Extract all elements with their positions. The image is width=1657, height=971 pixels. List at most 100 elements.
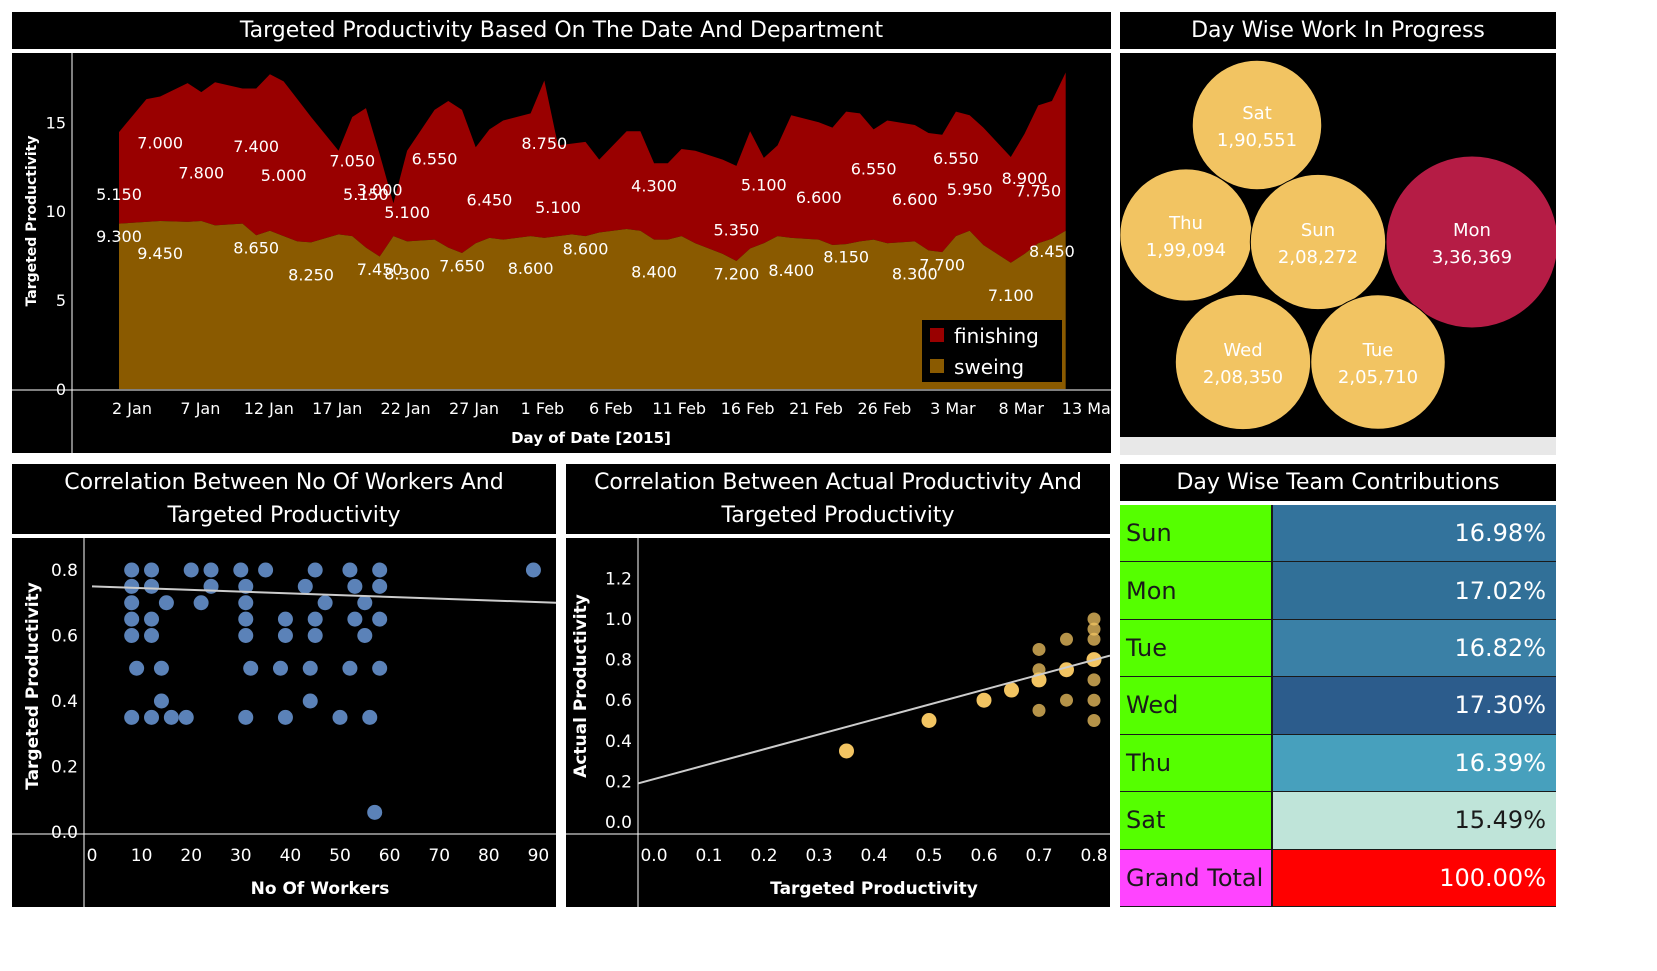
y-axis-title: Actual Productivity (571, 594, 591, 778)
x-tick-label: 11 Feb (652, 399, 706, 418)
x-tick-label: 10 (131, 846, 153, 866)
table-value-cell: 16.98% (1271, 505, 1556, 563)
scatter-actual-panel: 0.0 0.2 0.4 0.6 0.8 1.0 1.2 0.0 0.1 0.2 0.3 0.4 0.5 0… (566, 538, 1111, 907)
scatter-actual-title: Correlation Between Actual Productivity … (566, 464, 1110, 534)
x-tick-label: 60 (379, 846, 401, 866)
scatter-point (124, 709, 140, 725)
x-tick-label: 12 Jan (244, 399, 294, 418)
trend-line (91, 585, 557, 604)
scatter-point (203, 562, 219, 578)
bubble-label-value: 1,90,551 (1217, 130, 1297, 151)
y-tick-label: 0.2 (51, 758, 78, 778)
scatter-point (277, 628, 293, 643)
finishing-data-label: 5.150 (343, 185, 389, 204)
scatter-point (144, 611, 160, 627)
x-tick-label: 0.8 (1080, 846, 1107, 866)
scatter-point (1087, 622, 1101, 636)
finishing-data-label: 7.750 (1015, 181, 1061, 200)
finishing-data-label: 5.100 (535, 198, 581, 217)
y-tick-label: 0.2 (605, 772, 632, 792)
finishing-data-label: 5.950 (947, 180, 993, 199)
scatter-point (372, 578, 388, 594)
x-tick-label: 27 Jan (449, 399, 499, 418)
table-day-cell: Thu (1120, 734, 1271, 793)
sweing-data-label: 7.450 (357, 260, 403, 279)
table-value-cell: 15.49% (1271, 792, 1556, 850)
legend-box (922, 320, 1062, 382)
scatter-point (144, 628, 160, 643)
sweing-data-label: 8.150 (823, 248, 869, 267)
x-tick-label: 1 Feb (521, 399, 565, 418)
scatter-point (124, 578, 140, 594)
x-tick-label: 90 (528, 846, 550, 866)
finishing-data-label: 5.100 (384, 203, 430, 222)
table-day-cell: Sun (1120, 505, 1271, 563)
y-tick-label: 10 (46, 202, 66, 221)
finishing-data-label: 3.000 (357, 180, 403, 199)
x-tick-label: 21 Feb (789, 399, 843, 418)
legend-label-sweing: sweing (954, 355, 1024, 379)
scatter-point (144, 562, 160, 578)
scatter-point (1087, 673, 1101, 687)
scatter-point (1032, 703, 1046, 717)
finishing-area (119, 72, 1066, 263)
scatter-point (277, 611, 293, 627)
finishing-data-label: 5.150 (96, 185, 142, 204)
y-tick-label: 0.6 (51, 627, 78, 647)
bubble-label-value: 2,05,710 (1338, 367, 1418, 388)
y-tick-label: 15 (46, 113, 66, 132)
scatter-point (307, 628, 323, 643)
scatter-point (153, 693, 169, 709)
scatter-point (1060, 693, 1073, 707)
sweing-data-label: 8.400 (631, 263, 677, 282)
scatter-point (372, 660, 388, 676)
y-tick-label: 0.8 (51, 561, 78, 581)
scatter-workers-panel: 0.0 0.2 0.4 0.6 0.8 0 10 20 30 40 50 60 70 80 90 No Of … (12, 538, 557, 907)
scatter-point (272, 660, 288, 676)
x-axis-title: Day of Date [2015] (511, 429, 671, 447)
table-day-cell: Tue (1120, 619, 1271, 678)
scatter-workers-title-line1: Correlation Between No Of Workers And (64, 470, 504, 495)
legend-label-finishing: finishing (954, 324, 1039, 348)
sweing-data-label: 8.250 (288, 265, 334, 284)
scatter-point (243, 660, 259, 676)
sweing-area (119, 220, 1066, 389)
scatter-point (525, 562, 541, 578)
scatter-point (233, 562, 249, 578)
scatter-point (1004, 682, 1019, 698)
scatter-point (357, 595, 373, 611)
scatter-point (238, 578, 254, 594)
scatter-actual-chart: 0.0 0.2 0.4 0.6 0.8 1.0 1.2 0.0 0.1 0.2 0.3 0.4 0.5 0… (566, 538, 1111, 907)
finishing-data-label: 6.450 (467, 191, 513, 210)
scatter-point (921, 713, 937, 728)
x-tick-label: 8 Mar (998, 399, 1044, 418)
x-tick-label: 0.1 (695, 846, 722, 866)
y-tick-label: 1.2 (605, 569, 632, 589)
x-tick-label: 17 Jan (312, 399, 362, 418)
sweing-data-label: 7.100 (988, 286, 1034, 305)
finishing-data-label: 5.350 (713, 220, 759, 239)
finishing-data-label: 5.100 (741, 176, 787, 195)
scatter-point (342, 562, 358, 578)
bubble-mon (1385, 155, 1559, 329)
y-tick-label: 0 (56, 380, 66, 399)
scatter-point (357, 628, 373, 643)
scatter-point (1060, 632, 1073, 646)
scatter-point (307, 611, 323, 627)
table-day-cell: Wed (1120, 677, 1271, 735)
area-chart-panel: 0 5 10 15 Targeted Productivity 2 Jan 7 Jan 12 … (12, 53, 1118, 453)
scatter-point (193, 595, 209, 611)
scatter-point (302, 693, 318, 709)
bubble-chart: Sat 1,90,551 Thu 1,99,094 Sun 2,08,272 Mon 3,36… (1119, 59, 1559, 431)
table-value-cell: 16.82% (1271, 619, 1556, 678)
x-tick-label: 7 Jan (180, 399, 220, 418)
scatter-point (163, 709, 179, 725)
scatter-point (1032, 642, 1046, 656)
sweing-data-label: 7.200 (713, 264, 759, 283)
scatter-point (362, 709, 378, 725)
bubble-label-day: Sat (1242, 103, 1272, 124)
scatter-point (124, 562, 140, 578)
x-tick-label: 6 Feb (589, 399, 633, 418)
y-axis-title: Targeted Productivity (24, 135, 40, 306)
area-chart: 0 5 10 15 Targeted Productivity 2 Jan 7 Jan 12 … (12, 53, 1118, 453)
